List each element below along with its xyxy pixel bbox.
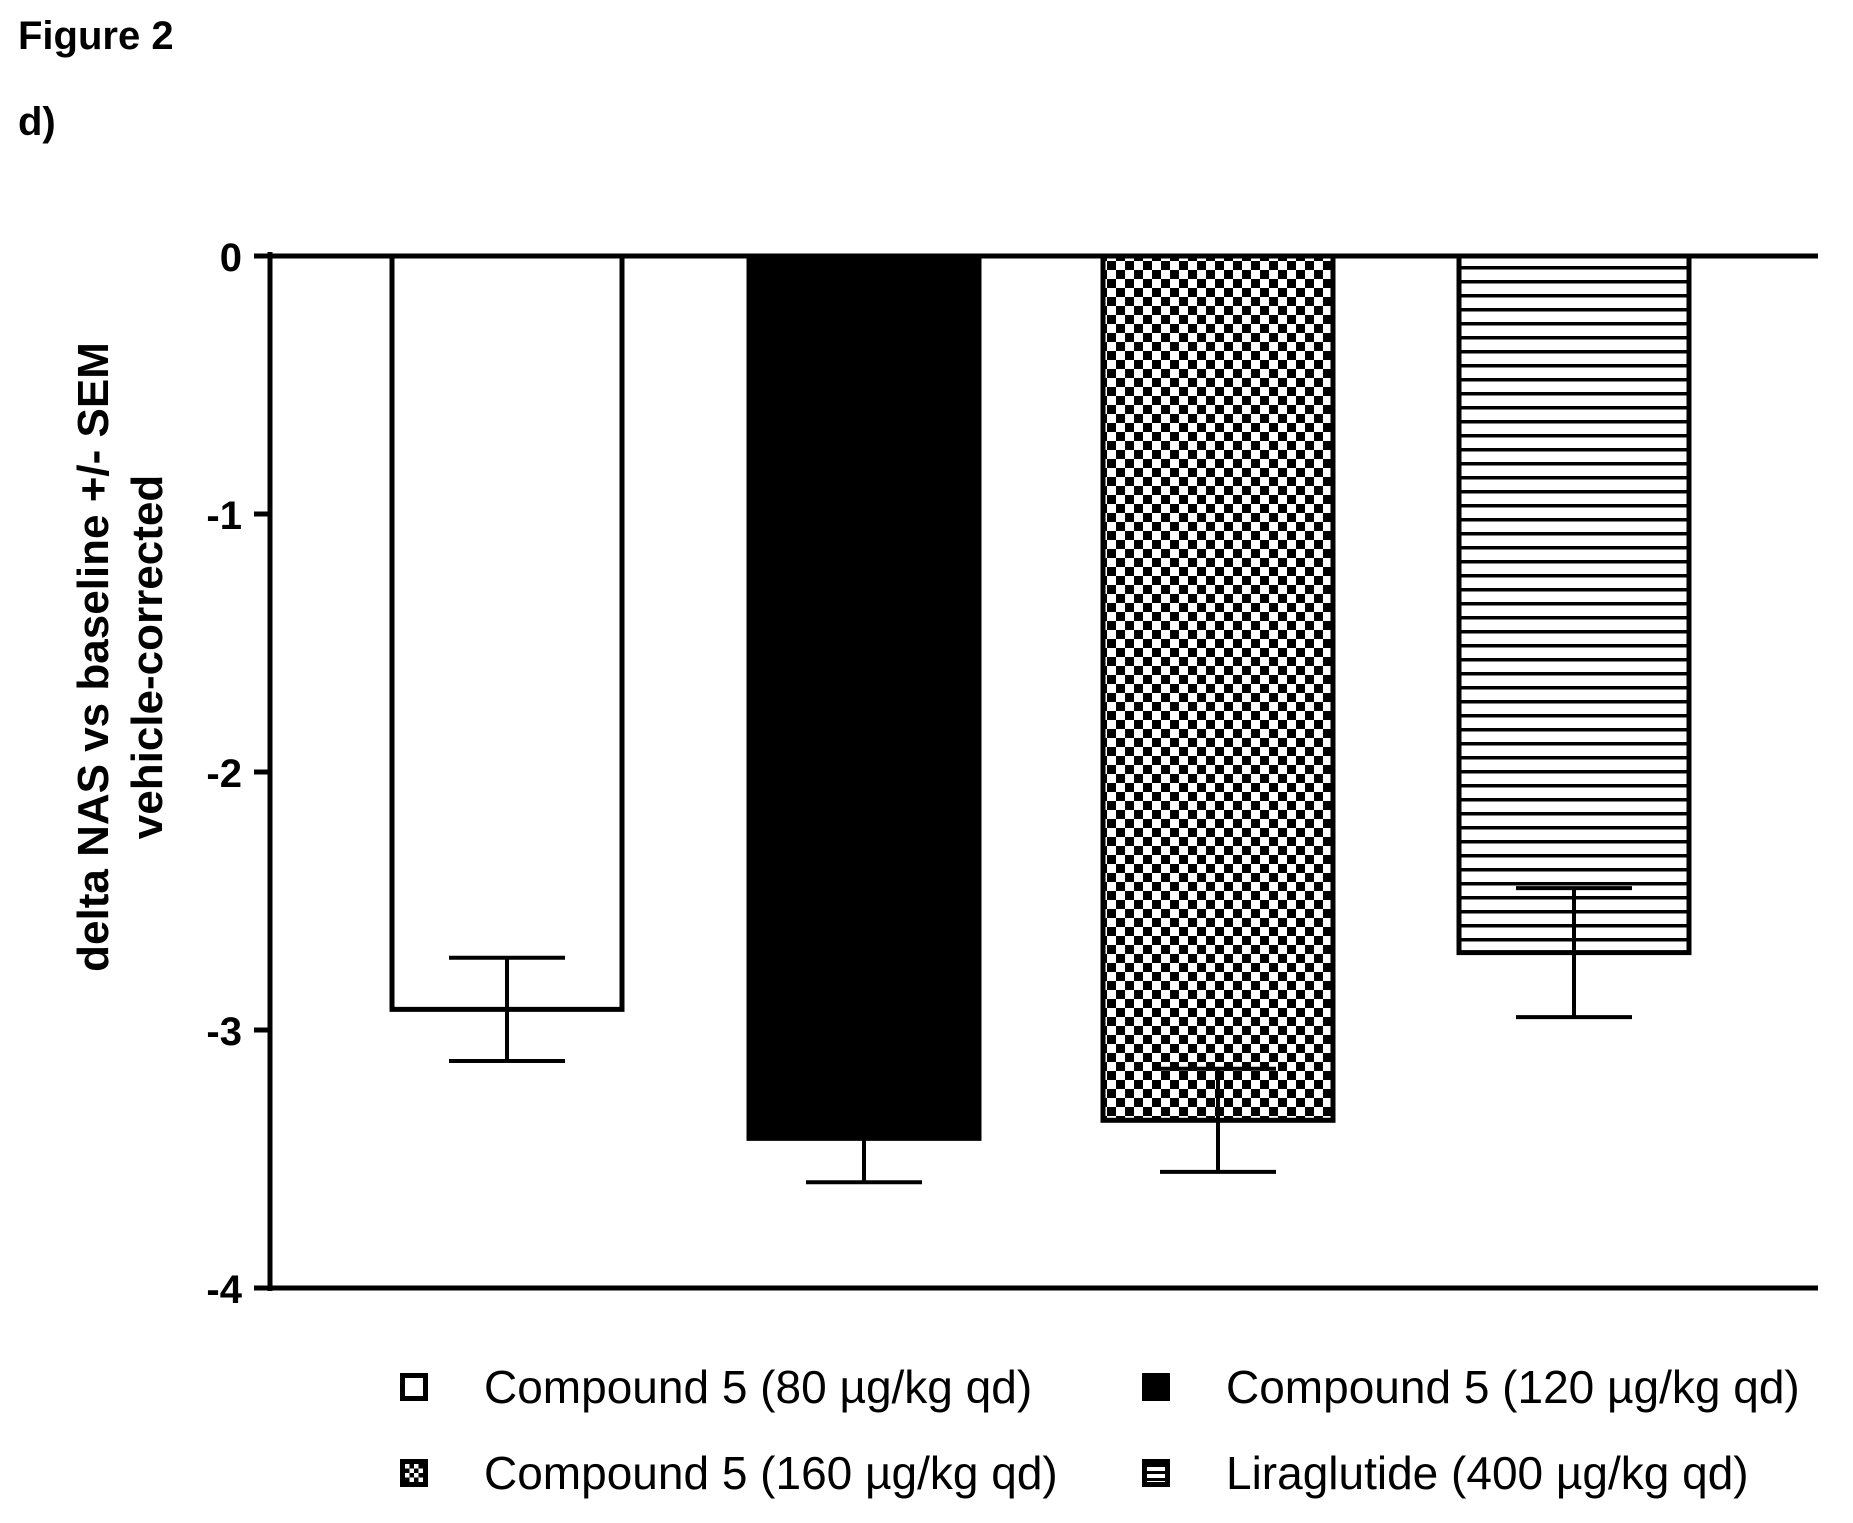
y-tick-label: -3 [206,1010,242,1054]
y-tick-label: -4 [206,1268,242,1312]
bar-chart: delta NAS vs baseline +/- SEM vehicle-co… [69,236,1818,1312]
legend-swatch-solid [1142,1373,1170,1401]
bar [389,253,625,1012]
legend-label: Liraglutide (400 µg/kg qd) [1226,1447,1749,1499]
bar [1456,253,1692,956]
y-axis-label-line-2: vehicle-corrected [123,475,172,839]
bar [746,253,982,1141]
y-tick-label: -1 [206,494,242,538]
legend-item: Liraglutide (400 µg/kg qd) [1142,1446,1749,1500]
legend-swatch-hstripes [1142,1459,1170,1487]
legend-label: Compound 5 (120 µg/kg qd) [1226,1361,1800,1413]
legend-swatch-checker [400,1459,428,1487]
y-axis-label: delta NAS vs baseline +/- SEM vehicle-co… [69,342,172,972]
legend-item: Compound 5 (80 µg/kg qd) [400,1360,1032,1414]
y-tick-label: -2 [206,752,242,796]
legend-item: Compound 5 (160 µg/kg qd) [400,1446,1058,1500]
panel-label: d) [18,100,56,144]
bar [1100,253,1336,1123]
legend-label: Compound 5 (80 µg/kg qd) [484,1361,1033,1413]
figure-title: Figure 2 [18,14,174,58]
legend-swatch-open [400,1373,428,1401]
legend-label: Compound 5 (160 µg/kg qd) [484,1447,1058,1499]
y-tick-label: 0 [220,236,242,280]
y-axis-label-line-1: delta NAS vs baseline +/- SEM [69,342,118,972]
legend-item: Compound 5 (120 µg/kg qd) [1142,1360,1800,1414]
